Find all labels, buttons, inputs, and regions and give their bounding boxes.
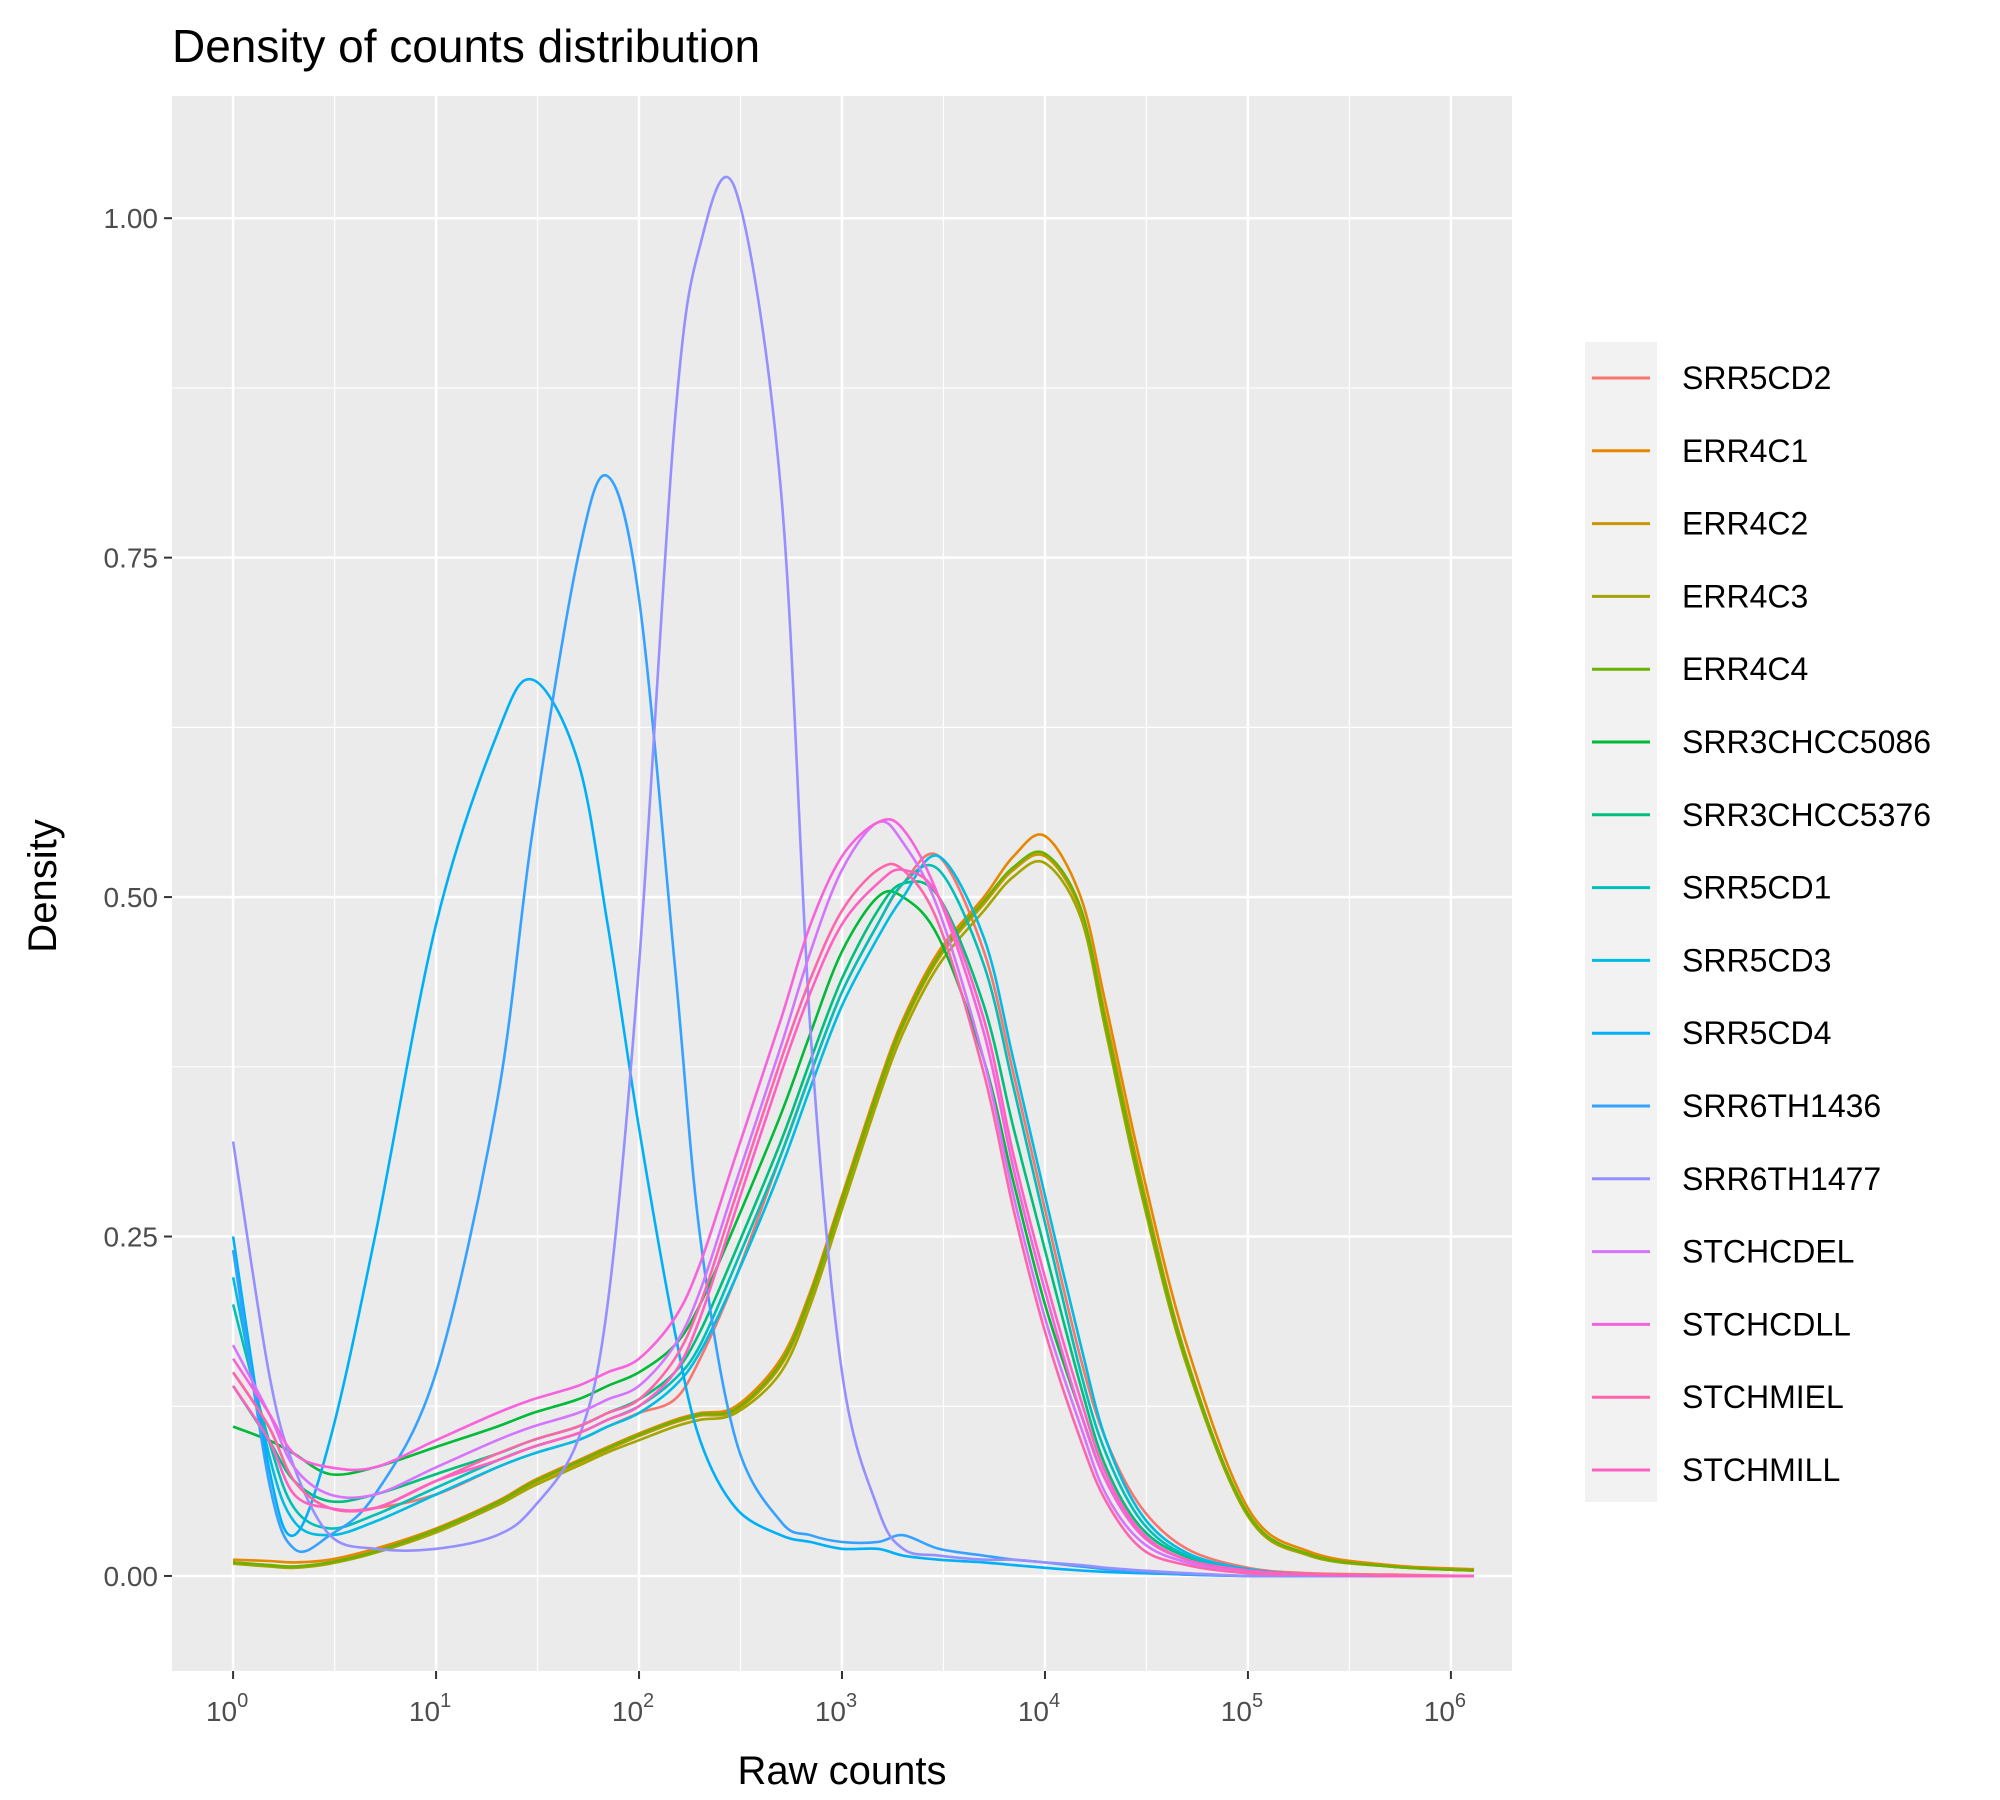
x-axis-title: Raw counts xyxy=(738,1749,947,1793)
y-tick-label: 0.25 xyxy=(104,1222,159,1253)
series-line-srr3chcc5376 xyxy=(232,880,1475,1578)
legend-label-stchcdll: STCHCDLL xyxy=(1682,1306,1851,1342)
legend-label-srr5cd4: SRR5CD4 xyxy=(1682,1015,1831,1051)
legend-label-srr3chcc5086: SRR3CHCC5086 xyxy=(1682,724,1931,760)
legend-label-srr5cd1: SRR5CD1 xyxy=(1682,870,1831,906)
legend-label-err4c1: ERR4C1 xyxy=(1682,433,1808,469)
legend-label-stchmill: STCHMILL xyxy=(1682,1452,1840,1488)
x-tick-label: 101 xyxy=(409,1690,451,1727)
series-line-srr5cd1 xyxy=(231,863,1475,1578)
legend-background xyxy=(1585,342,1657,1502)
series-line-srr5cd4 xyxy=(231,677,1474,1578)
series-line-srr6th1436 xyxy=(231,473,1474,1578)
series-line-err4c3 xyxy=(232,859,1475,1572)
y-tick-label: 0.75 xyxy=(104,543,159,574)
series-line-err4c4 xyxy=(233,850,1475,1572)
legend-label-srr5cd3: SRR5CD3 xyxy=(1682,942,1831,978)
x-tick-label: 105 xyxy=(1221,1690,1263,1727)
legend-label-stchmiel: STCHMIEL xyxy=(1682,1379,1844,1415)
series-line-stchcdel xyxy=(231,820,1475,1578)
x-tick-label: 103 xyxy=(815,1690,857,1727)
y-tick-label: 1.00 xyxy=(104,203,159,234)
legend-label-stchcdel: STCHCDEL xyxy=(1682,1234,1854,1270)
legend-label-err4c3: ERR4C3 xyxy=(1682,578,1808,614)
y-tick-label: 0.00 xyxy=(104,1561,159,1592)
x-tick-label: 100 xyxy=(206,1690,248,1727)
x-axis: 100 101 102 103 104 105 106 xyxy=(206,1671,1466,1727)
legend-label-srr6th1436: SRR6TH1436 xyxy=(1682,1088,1881,1124)
legend-label-err4c2: ERR4C2 xyxy=(1682,506,1808,542)
legend-label-srr5cd2: SRR5CD2 xyxy=(1682,360,1831,396)
y-axis-title: Density xyxy=(21,819,65,952)
major-gridlines xyxy=(172,96,1512,1671)
y-tick-label: 0.50 xyxy=(104,882,159,913)
series-lines xyxy=(231,175,1475,1578)
series-line-srr5cd3 xyxy=(231,854,1475,1578)
series-line-stchcdll xyxy=(232,817,1475,1578)
legend-label-srr6th1477: SRR6TH1477 xyxy=(1682,1161,1881,1197)
x-tick-label: 104 xyxy=(1018,1690,1060,1727)
y-axis: 0.00 0.25 0.50 0.75 1.00 xyxy=(104,203,172,1592)
series-line-srr6th1477 xyxy=(231,175,1474,1578)
x-tick-label: 102 xyxy=(612,1690,654,1727)
legend: SRR5CD2 ERR4C1 ERR4C2 ERR4C3 ERR4C4 SRR3CHCC5… xyxy=(1585,342,1931,1502)
series-line-stchmill xyxy=(232,868,1475,1578)
series-line-stchmiel xyxy=(232,862,1475,1578)
legend-label-err4c4: ERR4C4 xyxy=(1682,651,1808,687)
chart-title: Density of counts distribution xyxy=(172,20,760,72)
legend-label-srr3chcc5376: SRR3CHCC5376 xyxy=(1682,797,1931,833)
x-tick-label: 106 xyxy=(1424,1690,1466,1727)
